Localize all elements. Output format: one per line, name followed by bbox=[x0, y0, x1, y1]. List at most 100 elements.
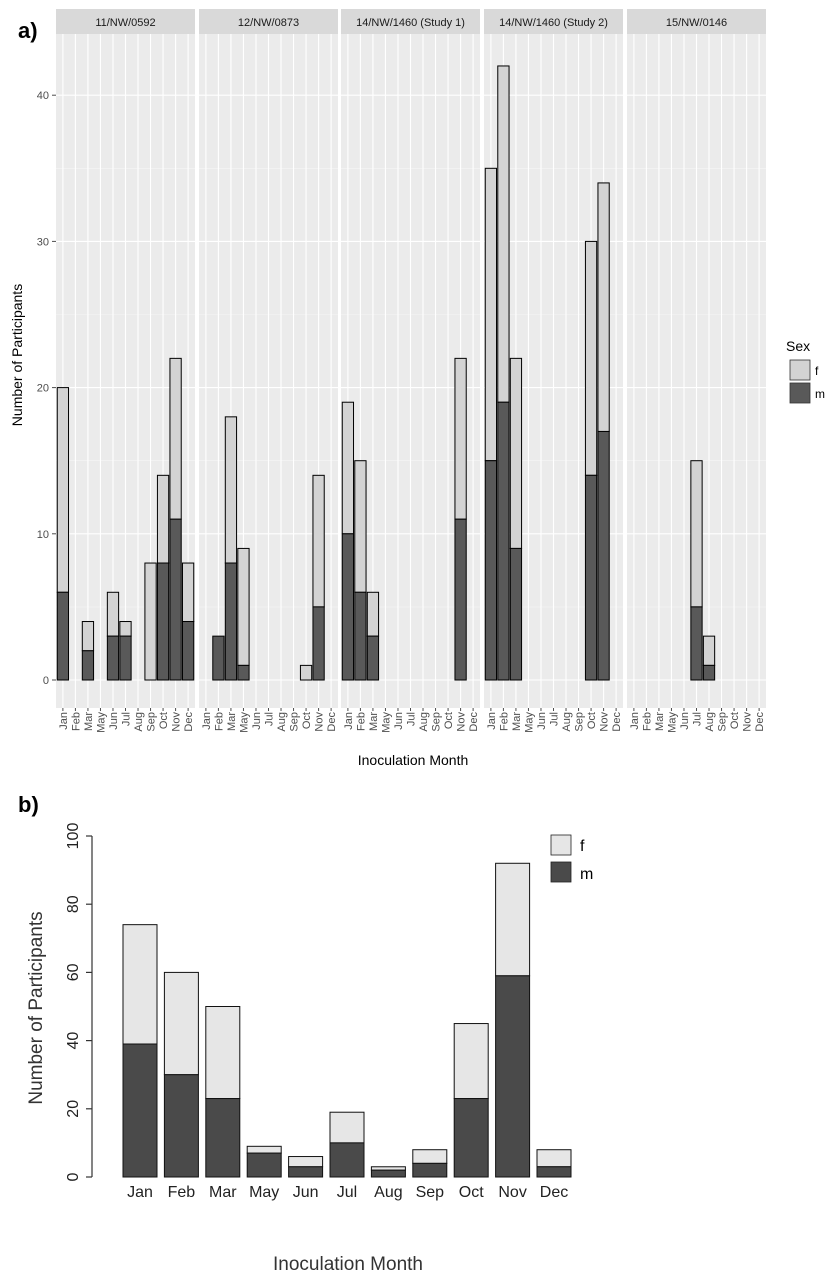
x-tick-label: Jun bbox=[679, 712, 691, 730]
facet-4: 14/NW/1460 (Study 2) Jan Feb Mar May Jun Jul Au… bbox=[484, 9, 623, 733]
bar-m-jun bbox=[288, 1166, 324, 1178]
bar-m-jan bbox=[56, 591, 70, 681]
bar-m-mar bbox=[509, 547, 523, 681]
bar-m-may bbox=[246, 1152, 282, 1178]
x-tick-label: Jun bbox=[536, 712, 548, 730]
x-tick-label: Nov bbox=[498, 1184, 526, 1201]
x-tick-label: Feb bbox=[498, 712, 510, 731]
x-tick-label: Sep bbox=[146, 712, 158, 732]
x-tick-label: Jan bbox=[58, 712, 70, 730]
bar-f-sep bbox=[412, 1149, 448, 1164]
facet-strip bbox=[199, 9, 338, 34]
x-tick-label: Feb bbox=[70, 712, 82, 731]
x-tick-label: Mar bbox=[83, 712, 95, 731]
panel-a-x-axis-title: Inoculation Month bbox=[358, 752, 469, 768]
x-tick-label: Jul bbox=[406, 712, 418, 726]
bar-m-sep bbox=[412, 1162, 448, 1178]
x-tick-label: Nov bbox=[314, 712, 326, 732]
bar-m-jun bbox=[106, 635, 120, 681]
facet-5: 15/NW/0146 Jan Feb Mar May Jun Jul Aug Sep Oct Nov… bbox=[627, 9, 766, 733]
x-tick-label: Jul bbox=[549, 712, 561, 726]
x-tick-label: Jun bbox=[393, 712, 405, 730]
bar-m-nov bbox=[169, 518, 182, 681]
x-tick-label: Nov bbox=[171, 712, 183, 732]
bar-f-may bbox=[237, 547, 250, 666]
bar-m-nov bbox=[312, 606, 325, 681]
x-tick-label: Aug bbox=[133, 712, 145, 732]
bar-m-dec bbox=[181, 621, 195, 681]
panel-a-legend-title: Sex bbox=[786, 338, 810, 354]
bar-m-aug bbox=[702, 664, 716, 681]
x-tick-label: Jun bbox=[293, 1184, 319, 1201]
x-tick-label: Feb bbox=[355, 712, 367, 731]
bar-f-oct bbox=[453, 1023, 489, 1100]
x-tick-label: Oct bbox=[443, 712, 455, 729]
bar-f-dec bbox=[536, 1149, 572, 1168]
facet-strip-label: 14/NW/1460 (Study 2) bbox=[499, 17, 608, 29]
bar-f-jul bbox=[690, 460, 703, 608]
bar-m-oct bbox=[156, 562, 170, 681]
bar-f-aug bbox=[702, 635, 716, 666]
bar-f-sep bbox=[144, 562, 157, 681]
bar-m-nov bbox=[454, 518, 467, 681]
x-tick-label: Feb bbox=[168, 1184, 196, 1201]
x-tick-label: Jul bbox=[692, 712, 704, 726]
x-tick-label: Mar bbox=[209, 1184, 237, 1201]
x-tick-label: Sep bbox=[431, 712, 443, 732]
bar-f-jan bbox=[341, 401, 355, 535]
bar-m-jul bbox=[329, 1142, 365, 1178]
bar-m-oct bbox=[453, 1098, 489, 1178]
y-tick-label: 20 bbox=[37, 383, 49, 395]
bar-m-feb bbox=[212, 635, 225, 681]
facet-strip bbox=[56, 9, 195, 34]
bar-f-jul bbox=[329, 1111, 365, 1144]
x-tick-label: Mar bbox=[511, 712, 523, 731]
bar-m-feb bbox=[354, 591, 367, 681]
x-tick-label: Dec bbox=[183, 712, 195, 732]
x-tick-label: Jul bbox=[121, 712, 133, 726]
x-tick-label: Jan bbox=[629, 712, 641, 730]
bar-m-feb bbox=[497, 401, 510, 681]
facet-strip-label: 15/NW/0146 bbox=[666, 17, 727, 29]
bar-f-mar bbox=[366, 591, 380, 637]
x-tick-label: Jul bbox=[264, 712, 276, 726]
bar-m-jan bbox=[341, 533, 355, 681]
bar-f-mar bbox=[205, 1006, 241, 1100]
x-tick-label: Mar bbox=[226, 712, 238, 731]
x-tick-label: Jun bbox=[108, 712, 120, 730]
x-tick-label: Feb bbox=[641, 712, 653, 731]
y-tick-label: 30 bbox=[37, 236, 49, 248]
bar-m-jan bbox=[122, 1043, 158, 1178]
bar-m-nov bbox=[495, 975, 531, 1178]
x-tick-label: Aug bbox=[276, 712, 288, 732]
bar-m-feb bbox=[163, 1074, 199, 1178]
facet-1: 11/NW/0592 Jan Feb Mar May Jun Jul Aug Sep Oct Nov… bbox=[56, 9, 195, 733]
facet-strip bbox=[341, 9, 480, 34]
x-tick-label: Dec bbox=[326, 712, 338, 732]
x-tick-label: May bbox=[380, 712, 392, 733]
bar-m-mar bbox=[81, 650, 95, 681]
bar-f-jun bbox=[288, 1156, 324, 1168]
bar-f-nov bbox=[169, 357, 182, 520]
x-tick-label: Oct bbox=[459, 1184, 484, 1201]
facet-strip-label: 12/NW/0873 bbox=[238, 17, 299, 29]
x-tick-label: Feb bbox=[213, 712, 225, 731]
panel-a-legend: Sex f m bbox=[786, 338, 825, 404]
facet-3: 14/NW/1460 (Study 1) Jan Feb Mar May Jun Jul Au… bbox=[341, 9, 480, 733]
x-tick-label: May bbox=[238, 712, 250, 733]
x-tick-label: Dec bbox=[468, 712, 480, 732]
x-tick-label: Oct bbox=[301, 712, 313, 729]
bar-m-may bbox=[237, 664, 250, 681]
bar-f-feb bbox=[163, 971, 199, 1076]
bar-f-oct bbox=[156, 474, 170, 564]
bar-f-jan bbox=[484, 167, 498, 462]
bar-f-feb bbox=[354, 460, 367, 593]
panel-b-label: b) bbox=[18, 792, 39, 817]
bar-m-aug bbox=[370, 1169, 406, 1178]
x-tick-label: Sep bbox=[289, 712, 301, 732]
bar-m-mar bbox=[366, 635, 380, 681]
x-tick-label: Aug bbox=[374, 1184, 402, 1201]
bar-f-mar bbox=[224, 416, 238, 564]
bar-f-oct bbox=[299, 664, 313, 681]
y-tick-label: 20 bbox=[65, 1100, 82, 1118]
